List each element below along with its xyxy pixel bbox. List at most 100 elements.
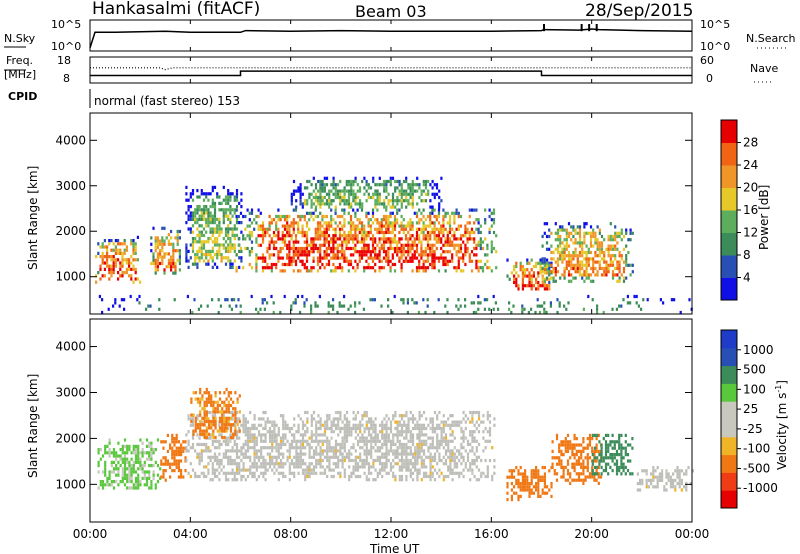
velocity-cell-2093 xyxy=(537,491,540,495)
power-cell-1761 xyxy=(321,186,324,190)
power-cell-2419 xyxy=(609,254,612,258)
velocity-cell-2023 xyxy=(513,469,516,473)
velocity-cell-535 xyxy=(240,478,243,482)
velocity-cell-601 xyxy=(253,433,256,437)
power-cell-610 xyxy=(257,234,260,238)
power-cell-586 xyxy=(250,211,254,215)
power-cell-1917 xyxy=(389,179,392,184)
power-cell-2677 xyxy=(626,294,629,299)
power-cell-1207 xyxy=(385,214,388,219)
power-cell-153 xyxy=(156,258,159,262)
power-cell-1389 xyxy=(420,256,423,260)
power-cell-2024 xyxy=(506,258,509,262)
power-cell-268 xyxy=(191,246,195,250)
velocity-cell-1163 xyxy=(361,446,364,450)
power-cell-216 xyxy=(176,242,179,246)
velocity-cell-945 xyxy=(319,458,322,463)
velocity-cell-882 xyxy=(308,452,311,456)
velocity-cell-1897 xyxy=(207,423,211,427)
power-cell-378 xyxy=(209,253,212,257)
power-cell-2202 xyxy=(561,260,564,264)
power-cell-727 xyxy=(286,256,289,260)
power-cell-226 xyxy=(178,268,181,272)
velocity-cell-1696 xyxy=(458,420,461,424)
velocity-cell-1344 xyxy=(394,433,397,437)
nsearch-label: N.Search xyxy=(746,32,796,45)
power-cell-1034 xyxy=(349,224,353,228)
power-cell-696 xyxy=(279,269,282,273)
velocity-cell-1037 xyxy=(337,458,340,463)
power-cell-1729 xyxy=(308,195,311,200)
power-cell-1242 xyxy=(389,259,392,263)
power-cell-1890 xyxy=(376,202,379,206)
velocity-cell-1778 xyxy=(475,458,478,463)
power-cell-2626 xyxy=(477,307,480,311)
power-cell-2027 xyxy=(510,271,513,275)
velocity-cell-216 xyxy=(156,464,160,468)
power-cell-1345 xyxy=(411,256,414,260)
velocity-cell-815 xyxy=(295,455,298,459)
power-cell-1265 xyxy=(393,250,397,254)
power-cell-130 xyxy=(150,249,153,253)
power-cell-1789 xyxy=(332,183,335,187)
power-cell-2434 xyxy=(614,231,617,235)
power-cell-609 xyxy=(257,227,260,231)
velocity-cell-337 xyxy=(198,436,201,440)
power-cell-1410 xyxy=(424,246,427,251)
velocity-cell-1453 xyxy=(411,420,415,424)
velocity-cell-1926 xyxy=(214,435,217,440)
power-cell-2060 xyxy=(526,274,529,278)
velocity-cell-1790 xyxy=(480,420,483,424)
power-cell-481 xyxy=(227,230,230,234)
power-cell-1912 xyxy=(387,179,390,184)
velocity-cell-582 xyxy=(249,455,252,459)
power-cell-58 xyxy=(114,258,117,262)
velocity-cell-568 xyxy=(246,439,250,443)
power-cell-473 xyxy=(227,195,230,199)
power-cell-958 xyxy=(334,227,337,231)
velocity-cell-980 xyxy=(326,458,329,463)
power-cell-2271 xyxy=(576,241,579,245)
power-cell-1101 xyxy=(363,240,366,244)
velocity-cell-1368 xyxy=(398,433,401,437)
velocity-cell-1887 xyxy=(205,419,208,424)
velocity-cell-1730 xyxy=(464,465,467,469)
power-cell-1870 xyxy=(367,186,370,190)
power-cell-1270 xyxy=(396,218,399,222)
velocity-cell-1873 xyxy=(203,416,206,420)
velocity-cell-57 xyxy=(115,473,118,477)
power-cell-1889 xyxy=(376,199,379,203)
noise-right-tick-top: 10^5 xyxy=(700,18,730,31)
power-cell-2226 xyxy=(567,222,571,226)
velocity-cell-1113 xyxy=(352,423,355,427)
velocity-cell-781 xyxy=(288,446,291,450)
velocity-cell-304 xyxy=(187,414,190,418)
velocity-cell-1609 xyxy=(438,468,441,472)
power-cell-1513 xyxy=(444,237,447,241)
velocity-cell-830 xyxy=(297,471,300,475)
velocity-cell-2034 xyxy=(517,482,520,486)
velocity-cell-2089 xyxy=(537,478,540,482)
velocity-cell-270 xyxy=(175,453,178,457)
velocity-cell-1951 xyxy=(223,400,226,404)
power-cell-2137 xyxy=(543,260,546,264)
velocity-cell-299 xyxy=(184,469,187,473)
velocity-cell-327 xyxy=(194,471,197,475)
velocity-cell-784 xyxy=(288,455,291,459)
power-cell-2100 xyxy=(541,280,544,285)
velocity-cell-1318 xyxy=(389,423,393,427)
power-cell-2547 xyxy=(279,310,282,315)
power-cell-582 xyxy=(248,250,251,254)
power-cell-857 xyxy=(314,230,317,235)
power-cell-1262 xyxy=(393,237,397,241)
velocity-cell-1594 xyxy=(436,439,439,443)
velocity-cell-1363 xyxy=(396,462,399,466)
velocity-cell-1301 xyxy=(385,449,388,453)
power-cell-229 xyxy=(185,198,188,202)
velocity-cell-232 xyxy=(164,440,167,444)
power-cell-786 xyxy=(299,218,302,222)
power-cell-1830 xyxy=(347,205,351,209)
power-cell-445 xyxy=(220,259,223,263)
velocity-cell-251 xyxy=(171,449,174,453)
power-cell-840 xyxy=(310,246,313,251)
